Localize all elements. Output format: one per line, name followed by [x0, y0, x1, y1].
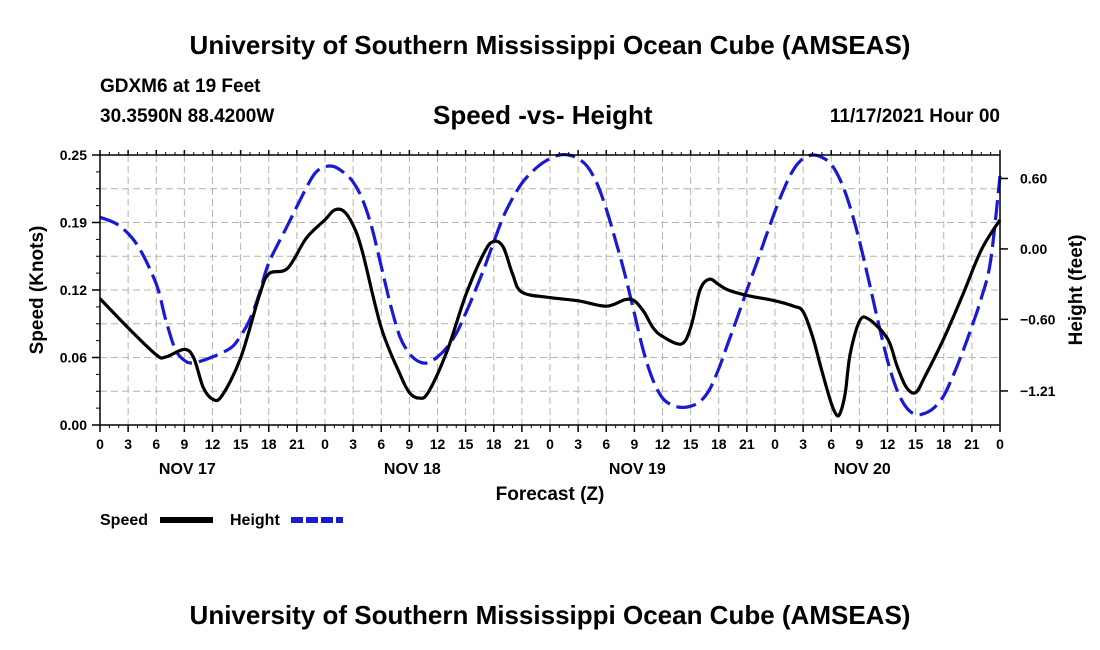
x-tick-label: 3 — [799, 436, 807, 452]
x-tick-label: 0 — [546, 436, 554, 452]
x-tick-label: 21 — [964, 436, 980, 452]
x-tick-label: 6 — [827, 436, 835, 452]
x-tick-label: 6 — [152, 436, 160, 452]
x-axis-label: Forecast (Z) — [496, 484, 605, 505]
x-tick-label: 21 — [289, 436, 305, 452]
x-tick-label: 18 — [936, 436, 952, 452]
x-tick-label: 15 — [683, 436, 699, 452]
x-tick-label: 21 — [739, 436, 755, 452]
y2-axis-label: Height (feet) — [1066, 235, 1087, 346]
date-label: NOV 19 — [609, 461, 666, 478]
forecast-date: 11/17/2021 Hour 00 — [829, 106, 1000, 127]
x-tick-label: 18 — [486, 436, 502, 452]
y-tick-label: 0.12 — [60, 282, 87, 298]
date-label: NOV 17 — [159, 461, 216, 478]
legend-speed-label: Speed — [100, 512, 148, 529]
x-tick-label: 12 — [205, 436, 221, 452]
y-tick-label: 0.25 — [60, 147, 87, 163]
x-tick-label: 0 — [321, 436, 329, 452]
y2-tick-label: −1.21 — [1020, 383, 1056, 399]
x-tick-label: 9 — [180, 436, 188, 452]
page-title: University of Southern Mississippi Ocean… — [189, 30, 911, 60]
x-tick-label: 9 — [405, 436, 413, 452]
x-tick-label: 12 — [655, 436, 671, 452]
speed-line — [98, 207, 1002, 418]
date-label: NOV 20 — [834, 461, 891, 478]
x-tick-label: 15 — [233, 436, 249, 452]
x-tick-label: 15 — [908, 436, 924, 452]
station-label: GDXM6 at 19 Feet — [100, 76, 261, 97]
y2-tick-label: 0.60 — [1020, 170, 1047, 186]
series-lines — [98, 152, 1002, 418]
coordinates-label: 30.3590N 88.4200W — [100, 106, 275, 127]
y-tick-label: 0.00 — [60, 417, 87, 433]
x-tick-label: 15 — [458, 436, 474, 452]
x-tick-label: 3 — [574, 436, 582, 452]
x-tick-label: 21 — [514, 436, 530, 452]
x-tick-label: 3 — [124, 436, 132, 452]
footer-title: University of Southern Mississippi Ocean… — [189, 600, 911, 630]
x-tick-label: 0 — [771, 436, 779, 452]
x-tick-label: 12 — [430, 436, 446, 452]
x-tick-label: 9 — [855, 436, 863, 452]
legend-height-label: Height — [230, 512, 280, 529]
y2-tick-label: 0.00 — [1020, 241, 1047, 257]
x-tick-label: 9 — [630, 436, 638, 452]
x-tick-label: 18 — [711, 436, 727, 452]
y2-tick-label: −0.60 — [1020, 311, 1056, 327]
y-tick-label: 0.19 — [60, 215, 87, 231]
axis-ticks: 0 3 6 9 12 15 18 21 0 3 6 9 12 15 18 21 0 3 6 9 12 15 18 21 0 3 6 9… — [60, 147, 1056, 478]
x-tick-label: 18 — [261, 436, 277, 452]
y-tick-label: 0.06 — [60, 350, 87, 366]
y-axis-label: Speed (Knots) — [27, 226, 48, 355]
chart-title: Speed -vs- Height — [433, 100, 653, 130]
x-tick-label: 3 — [349, 436, 357, 452]
legend: Speed Height — [100, 512, 343, 529]
x-tick-label: 12 — [880, 436, 896, 452]
x-tick-label: 6 — [377, 436, 385, 452]
x-tick-label: 0 — [996, 436, 1004, 452]
date-label: NOV 18 — [384, 461, 441, 478]
x-tick-label: 6 — [602, 436, 610, 452]
x-tick-label: 0 — [96, 436, 104, 452]
height-line — [99, 152, 1002, 417]
grid — [100, 155, 1000, 425]
